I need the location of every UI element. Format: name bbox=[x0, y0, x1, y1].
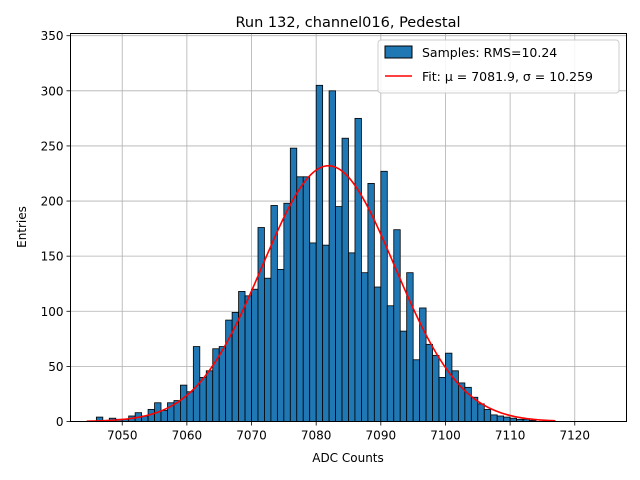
legend-histogram-swatch bbox=[384, 45, 413, 59]
x-axis: 7050 7060 7070 7080 7090 7100 7110 7120 bbox=[107, 421, 591, 443]
legend: Samples: RMS=10.24 Fit: μ = 7081.9, σ = … bbox=[377, 39, 620, 94]
histogram-bar bbox=[386, 305, 395, 422]
histogram-bar bbox=[393, 229, 401, 422]
histogram-bar bbox=[361, 272, 369, 422]
x-tick-label: 7110 bbox=[495, 429, 526, 443]
histogram-bar bbox=[380, 170, 388, 422]
legend-fit-label: Fit: μ = 7081.9, σ = 10.259 bbox=[422, 69, 593, 84]
histogram-bar bbox=[373, 286, 382, 422]
histogram-bar bbox=[218, 346, 227, 422]
y-tick-label: 200 bbox=[41, 195, 64, 209]
histogram-bar bbox=[483, 408, 492, 422]
histogram-bar bbox=[335, 206, 343, 422]
histogram-bar bbox=[328, 90, 336, 422]
histogram-bar bbox=[490, 414, 498, 422]
legend-box bbox=[377, 39, 620, 94]
histogram-bar bbox=[425, 343, 433, 422]
histogram-bar bbox=[283, 202, 291, 422]
histogram-bar bbox=[412, 359, 421, 422]
x-tick-label: 7120 bbox=[560, 429, 591, 443]
x-tick-label: 7060 bbox=[172, 429, 203, 443]
histogram-bar bbox=[180, 384, 188, 422]
y-axis-label: Entries bbox=[15, 206, 29, 248]
histogram-bar bbox=[302, 176, 311, 422]
histogram-bar bbox=[341, 137, 349, 422]
histogram-bar bbox=[186, 391, 194, 422]
plot-frame bbox=[70, 33, 627, 422]
x-tick-label: 7100 bbox=[430, 429, 461, 443]
histogram-bar bbox=[477, 403, 485, 422]
histogram-bar bbox=[438, 377, 446, 422]
histogram-bar bbox=[199, 377, 207, 422]
x-tick-label: 7090 bbox=[366, 429, 397, 443]
gaussian-fit-curve bbox=[86, 164, 556, 422]
histogram-bar bbox=[160, 410, 168, 422]
x-tick-label: 7070 bbox=[236, 429, 267, 443]
histogram-bar bbox=[205, 370, 214, 422]
histogram-bar bbox=[322, 244, 330, 422]
y-tick-label: 300 bbox=[41, 84, 64, 98]
histogram-bar bbox=[348, 252, 356, 422]
histogram-bar bbox=[264, 277, 272, 422]
histogram-bar bbox=[503, 416, 511, 422]
histogram-bar bbox=[244, 295, 252, 422]
x-tick-label: 7080 bbox=[301, 429, 332, 443]
histogram-bar bbox=[399, 330, 408, 422]
histogram-bar bbox=[309, 242, 317, 422]
histogram-bar bbox=[315, 84, 324, 422]
histogram-bars bbox=[95, 84, 537, 422]
histogram-bar bbox=[251, 288, 259, 422]
histogram-bar bbox=[276, 268, 285, 422]
y-tick-label: 50 bbox=[48, 360, 63, 374]
histogram-bar bbox=[354, 117, 362, 422]
histogram-bar bbox=[296, 176, 304, 422]
x-axis-label: ADC Counts bbox=[312, 451, 384, 465]
chart-title: Run 132, channel016, Pedestal bbox=[235, 15, 460, 31]
histogram-bar bbox=[432, 354, 440, 422]
histogram-bar bbox=[496, 415, 505, 422]
histogram-bar bbox=[289, 147, 298, 422]
histogram-bar bbox=[231, 311, 239, 422]
y-tick-label: 150 bbox=[41, 250, 64, 264]
y-axis: 0 50 100 150 200 250 300 350 bbox=[41, 29, 71, 429]
legend-histogram-label: Samples: RMS=10.24 bbox=[422, 45, 557, 60]
histogram-bar bbox=[445, 352, 453, 422]
y-tick-label: 350 bbox=[41, 29, 64, 43]
histogram-bar bbox=[257, 227, 265, 422]
x-tick-label: 7050 bbox=[107, 429, 138, 443]
y-tick-label: 0 bbox=[56, 415, 64, 429]
y-tick-label: 100 bbox=[41, 305, 64, 319]
y-tick-label: 250 bbox=[41, 139, 64, 153]
